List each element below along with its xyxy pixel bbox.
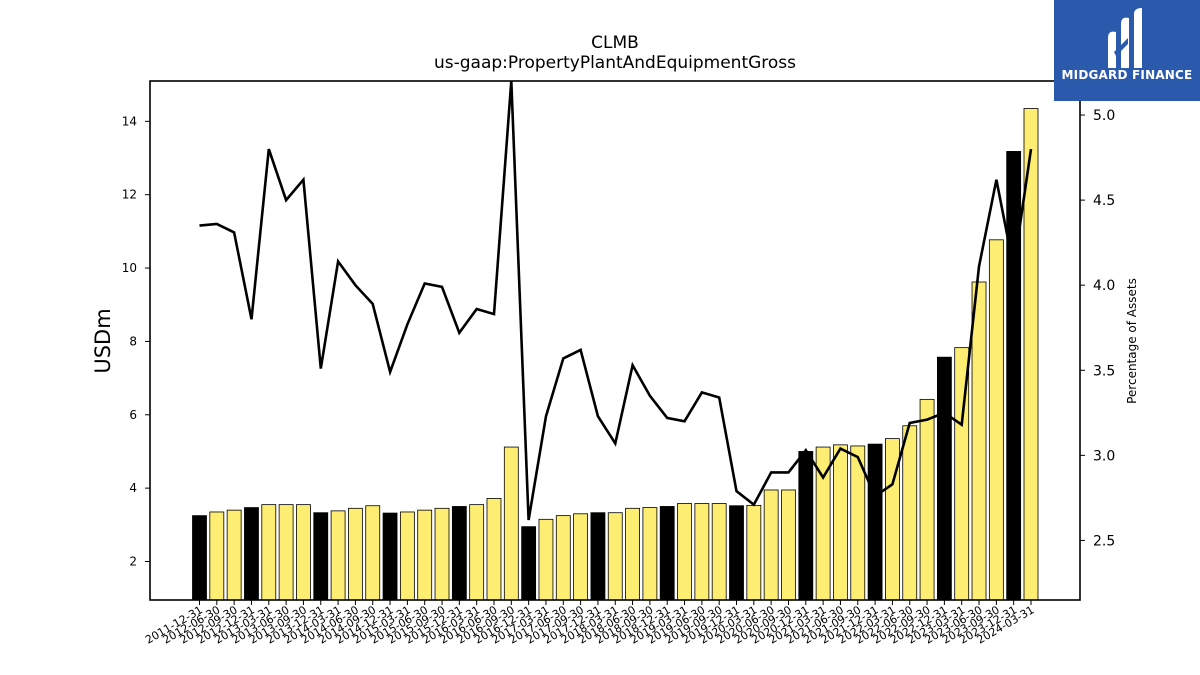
y-tick-label: 2: [129, 554, 137, 568]
bar-2011-12-31: [192, 515, 207, 601]
bar-2016-03-31: [469, 504, 485, 601]
bar-2022-06-30: [902, 425, 918, 601]
y2-tick-label: 3.5: [1093, 363, 1115, 379]
bar-2018-03-31: [607, 512, 623, 601]
y-tick-label: 10: [122, 261, 137, 275]
y-tick-label: 4: [129, 481, 137, 495]
bar-2013-06-30: [278, 504, 294, 601]
logo-mark-icon: [1108, 8, 1142, 68]
y-tick-label: 6: [129, 408, 137, 422]
bar-2017-12-31: [590, 512, 606, 601]
bar-2013-03-31: [261, 504, 277, 601]
bar-2014-03-31: [330, 510, 346, 601]
bar-2018-12-31: [659, 506, 675, 601]
bar-2022-12-31: [936, 356, 952, 601]
y2-tick-label: 4.5: [1093, 193, 1115, 209]
bar-2020-12-31: [798, 451, 814, 601]
y-tick-label: 8: [129, 334, 137, 348]
bar-2016-06-30: [486, 498, 502, 601]
y2-tick-label: 5.0: [1093, 108, 1115, 124]
plot-frame: [149, 80, 1081, 601]
bar-2020-06-30: [763, 489, 779, 601]
bar-2019-12-31: [729, 505, 744, 601]
bar-2012-09-30: [226, 509, 242, 601]
y2-axis-label: Percentage of Assets: [1125, 278, 1139, 404]
bar-2018-09-30: [642, 507, 658, 601]
brand-logo: MIDGARD FINANCE: [1054, 0, 1200, 101]
logo-name: MIDGARD FINANCE: [1061, 68, 1193, 82]
bar-2016-09-30: [503, 446, 519, 601]
bar-2023-09-30: [988, 239, 1004, 601]
bar-2015-12-31: [451, 506, 467, 601]
bar-2014-12-31: [382, 512, 398, 601]
bar-2012-12-31: [244, 507, 259, 601]
bar-2020-03-31: [746, 504, 762, 601]
bar-2017-03-31: [538, 518, 554, 601]
chart-subtitle: us-gaap:PropertyPlantAndEquipmentGross: [434, 53, 796, 73]
y2-tick-label: 3.0: [1093, 448, 1115, 464]
bar-2018-06-30: [625, 507, 640, 601]
bar-2021-06-30: [833, 444, 848, 601]
bar-2015-03-31: [399, 511, 415, 601]
bar-2014-06-30: [348, 507, 363, 601]
bar-2014-09-30: [365, 505, 381, 601]
bar-2015-06-30: [417, 509, 433, 601]
bar-2012-06-30: [209, 511, 225, 601]
bar-2019-06-30: [694, 503, 710, 601]
y-axis-label: USDm: [91, 308, 115, 373]
bar-2021-12-31: [867, 443, 883, 601]
y2-tick-label: 4.0: [1093, 278, 1115, 294]
y2-tick-label: 2.5: [1093, 533, 1115, 549]
bar-2022-09-30: [919, 398, 935, 601]
bar-2020-09-30: [781, 489, 796, 601]
chart-title: CLMB: [591, 33, 639, 53]
y-tick-label: 12: [122, 188, 137, 202]
bar-2017-09-30: [573, 513, 589, 601]
bar-2013-09-30: [296, 504, 311, 601]
bar-2016-12-31: [521, 526, 537, 601]
bar-2019-09-30: [711, 503, 727, 601]
bar-2017-06-30: [555, 515, 571, 601]
bar-2023-06-30: [971, 281, 987, 601]
y-tick-label: 14: [122, 114, 137, 128]
bar-2015-09-30: [434, 507, 450, 601]
bar-2013-12-31: [313, 512, 329, 601]
bar-2023-12-31: [1006, 151, 1022, 601]
bar-2019-03-31: [677, 503, 692, 601]
